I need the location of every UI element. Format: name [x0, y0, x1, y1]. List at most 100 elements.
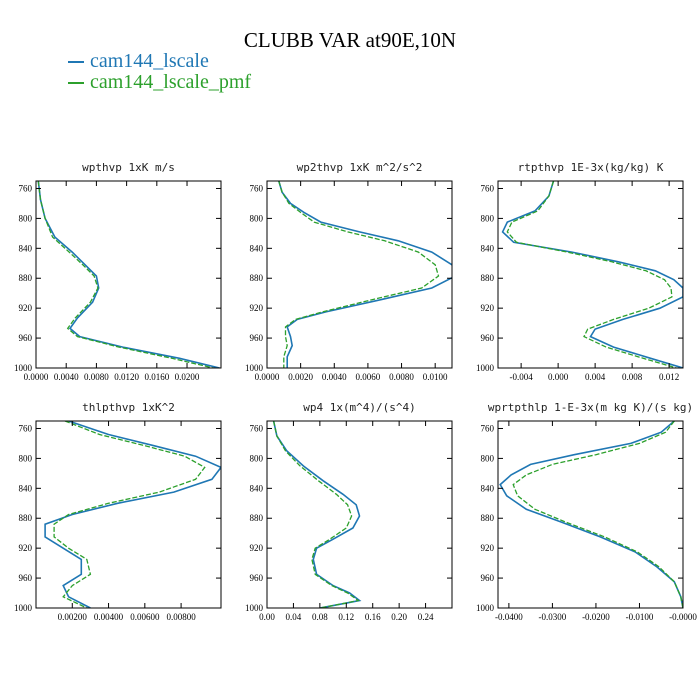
legend-line-icon	[68, 82, 84, 85]
x-tick-label: -0.0100	[626, 612, 654, 622]
panel-3: rtpthvp 1E-3x(kg/kg) K 760 800 840 880 920 960…	[476, 161, 684, 382]
x-tick-label: 0.16	[365, 612, 381, 622]
y-tick-label: 960	[481, 573, 495, 583]
x-tick-label: -0.0200	[582, 612, 610, 622]
panel-frame	[35, 420, 222, 609]
y-tick-label: 1000	[14, 603, 33, 613]
x-tick-label: 0.0060	[356, 372, 381, 382]
series-line-lscale-pmf	[506, 181, 677, 368]
x-tick-label: 0.24	[418, 612, 434, 622]
x-tick-label: 0.0020	[288, 372, 313, 382]
series-line-lscale-pmf	[512, 421, 683, 608]
series-line-lscale	[501, 181, 683, 368]
x-tick-label: 0.0040	[54, 372, 79, 382]
panel-6: wprtpthlp 1-E-3x(m kg K)/(s kg) 760 800 840…	[476, 401, 697, 622]
x-tick-label: 0.04	[286, 612, 302, 622]
y-tick-label: 760	[250, 183, 264, 193]
x-tick-label: -0.004	[510, 372, 534, 382]
x-tick-label: -0.0400	[495, 612, 523, 622]
panel-5: wp4 1x(m^4)/(s^4)76080084088092096010000…	[245, 401, 453, 622]
y-tick-label: 920	[19, 303, 33, 313]
y-tick-label: 1000	[245, 363, 264, 373]
y-tick-label: 760	[481, 183, 495, 193]
legend-entry-lscale: cam144_lscale	[68, 50, 209, 73]
legend-line-icon	[68, 61, 84, 64]
panel-title: wpthvp 1xK m/s	[82, 161, 175, 174]
y-tick-label: 1000	[14, 363, 33, 373]
panel-title: wp2thvp 1xK m^2/s^2	[297, 161, 423, 174]
x-tick-label: 0.0200	[175, 372, 200, 382]
y-tick-label: 760	[250, 423, 264, 433]
y-tick-label: 760	[19, 183, 33, 193]
y-tick-label: 840	[250, 243, 264, 253]
panel-frame	[35, 180, 222, 369]
y-tick-label: 760	[481, 423, 495, 433]
x-tick-label: -0.0000	[669, 612, 697, 622]
x-tick-label: 0.00	[259, 612, 275, 622]
y-tick-label: 1000	[245, 603, 264, 613]
y-tick-label: 960	[250, 573, 264, 583]
y-tick-label: 800	[250, 213, 264, 223]
y-tick-label: 1000	[476, 603, 495, 613]
series-line-lscale-pmf	[278, 181, 440, 368]
y-tick-label: 1000	[476, 363, 495, 373]
y-tick-label: 880	[250, 273, 264, 283]
legend-entry-lscale-pmf: cam144_lscale_pmf	[68, 71, 251, 94]
x-tick-label: 0.008	[622, 372, 643, 382]
y-tick-label: 760	[19, 423, 33, 433]
x-tick-label: 0.00400	[94, 612, 124, 622]
x-tick-label: 0.20	[391, 612, 407, 622]
panel-title: thlpthvp 1xK^2	[82, 401, 175, 414]
x-tick-label: 0.000	[548, 372, 569, 382]
chart-main-title: CLUBB VAR at90E,10N	[243, 28, 457, 52]
x-tick-label: 0.00800	[166, 612, 196, 622]
y-tick-label: 920	[250, 303, 264, 313]
panel-title: wprtpthlp 1-E-3x(m kg K)/(s kg)	[488, 401, 693, 414]
x-tick-label: 0.08	[312, 612, 328, 622]
y-tick-label: 840	[250, 483, 264, 493]
series-line-lscale-pmf	[37, 181, 214, 368]
y-tick-label: 880	[19, 273, 33, 283]
panel-title: wp4 1x(m^4)/(s^4)	[303, 401, 416, 414]
y-tick-label: 920	[481, 303, 495, 313]
panel-title: rtpthvp 1E-3x(kg/kg) K	[518, 161, 664, 174]
y-tick-label: 960	[481, 333, 495, 343]
series-line-lscale	[499, 421, 683, 608]
x-tick-label: 0.00600	[130, 612, 160, 622]
panel-2: wp2thvp 1xK m^2/s^2 760 800 840 880 920 960 100…	[245, 161, 453, 382]
y-tick-label: 880	[19, 513, 33, 523]
panel-frame	[266, 180, 453, 369]
x-tick-label: 0.012	[659, 372, 679, 382]
y-tick-label: 960	[250, 333, 264, 343]
y-tick-label: 800	[19, 213, 33, 223]
x-tick-label: 0.004	[585, 372, 606, 382]
series-line-lscale	[37, 181, 220, 368]
series-line-lscale-pmf	[53, 421, 206, 608]
y-tick-label: 920	[481, 543, 495, 553]
x-tick-label: 0.0160	[144, 372, 169, 382]
x-tick-label: 0.00200	[58, 612, 88, 622]
x-tick-label: 0.0080	[84, 372, 109, 382]
y-tick-label: 800	[481, 213, 495, 223]
series-line-lscale	[278, 181, 452, 368]
x-tick-label: 0.0000	[255, 372, 280, 382]
y-tick-label: 840	[19, 483, 33, 493]
panel-frame	[266, 420, 453, 609]
y-tick-label: 800	[19, 453, 33, 463]
panel-1: wpthvp 1xK m/s76080084088092096010000.00…	[14, 161, 222, 382]
series-line-lscale	[44, 421, 221, 608]
legend-label: cam144_lscale	[90, 50, 209, 72]
panel-frame	[497, 420, 684, 609]
x-tick-label: 0.0120	[114, 372, 139, 382]
x-tick-label: 0.12	[338, 612, 354, 622]
y-tick-label: 840	[19, 243, 33, 253]
series-line-lscale-pmf	[272, 421, 360, 608]
x-tick-label: 0.0000	[24, 372, 49, 382]
y-tick-label: 800	[250, 453, 264, 463]
y-tick-label: 960	[19, 333, 33, 343]
x-tick-label: 0.0040	[322, 372, 347, 382]
series-line-lscale	[272, 421, 362, 608]
y-tick-label: 840	[481, 483, 495, 493]
panel-frame	[497, 180, 684, 369]
